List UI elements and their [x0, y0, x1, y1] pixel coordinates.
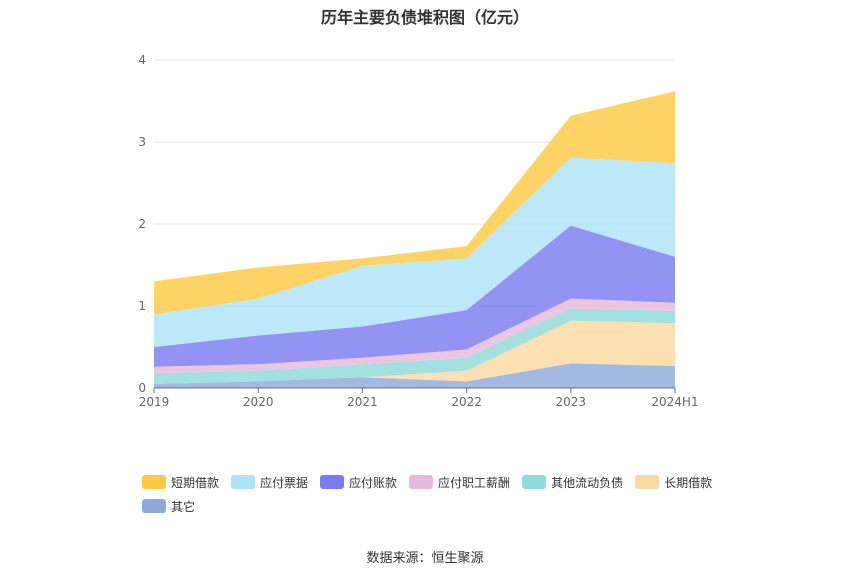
legend-label: 长期借款 [664, 475, 713, 490]
y-tick-label: 3 [138, 135, 146, 149]
legend-item[interactable]: 其他流动负债 [522, 474, 623, 490]
area-series [154, 308, 675, 384]
area-series [154, 363, 675, 388]
chart-title: 历年主要负债堆积图（亿元） [320, 8, 529, 27]
x-tick-label: 2019 [139, 395, 170, 409]
stacked-area-chart: 0 1 2 3 4 2019 2020 2021 2022 2023 2024H1 [138, 53, 698, 409]
legend-item[interactable]: 应付账款 [320, 474, 397, 490]
legend-swatch [635, 475, 660, 489]
legend-item[interactable]: 长期借款 [635, 474, 712, 490]
legend-label: 应付账款 [349, 475, 398, 490]
legend-item[interactable]: 应付票据 [231, 474, 308, 490]
legend-swatch [142, 499, 166, 513]
area-series [154, 320, 675, 384]
y-tick-label: 0 [138, 381, 146, 395]
y-tick-label: 4 [138, 53, 146, 67]
data-source: 数据来源：恒生聚源 [366, 551, 484, 566]
legend-swatch [231, 475, 256, 489]
legend-swatch [409, 475, 434, 489]
legend-item[interactable]: 其它 [142, 498, 195, 514]
x-tick-label: 2020 [243, 395, 274, 409]
legend-swatch [142, 475, 166, 489]
area-series [154, 157, 675, 347]
y-tick-label: 2 [138, 217, 146, 231]
legend-label: 其他流动负债 [551, 475, 624, 490]
legend-item[interactable]: 短期借款 [142, 474, 219, 490]
x-tick-label: 2021 [347, 395, 378, 409]
legend-swatch [320, 475, 345, 489]
x-tick-label: 2022 [451, 395, 482, 409]
area-series [154, 225, 675, 367]
y-tick-label: 1 [138, 299, 146, 313]
legend-label: 其它 [171, 499, 196, 514]
legend-label: 应付票据 [260, 475, 309, 490]
legend-swatch [522, 475, 547, 489]
x-tick-label: 2024H1 [651, 395, 698, 409]
area-series [154, 91, 675, 315]
legend-item[interactable]: 应付职工薪酬 [409, 474, 510, 490]
legend-label: 短期借款 [171, 475, 220, 490]
chart-legend: 短期借款 应付票据 应付账款 应付职工薪酬 其他流动负债 长期借款其它 [142, 474, 742, 522]
area-series [154, 298, 675, 374]
x-tick-label: 2023 [556, 395, 587, 409]
legend-label: 应付职工薪酬 [438, 475, 511, 490]
